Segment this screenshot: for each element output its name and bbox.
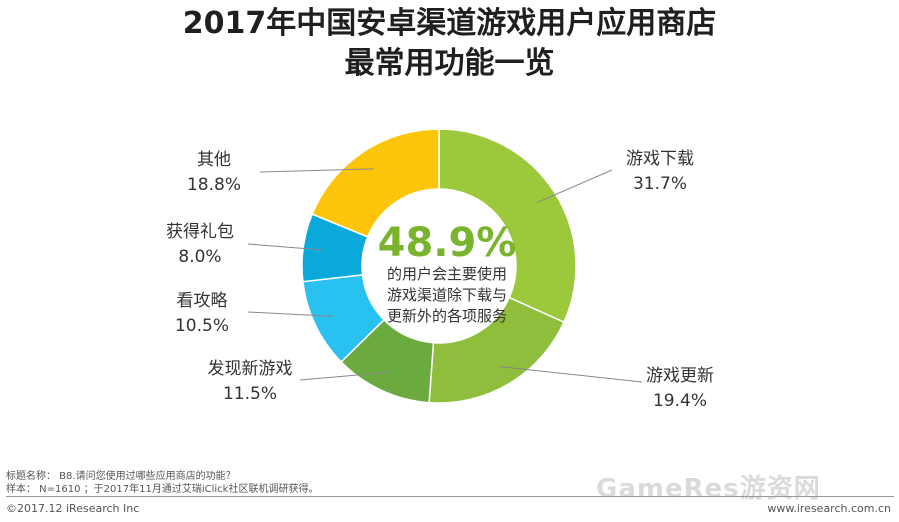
leader-line-game-download: [537, 169, 613, 203]
slice-label-game-update: 游戏更新: [646, 366, 714, 386]
page-title: 2017年中国安卓渠道游戏用户应用商店 最常用功能一览: [0, 4, 899, 84]
footnote-sample: 样本： N=1610 ；于2017年11月通过艾瑞iClick社区联机调研获得。: [6, 484, 319, 495]
site-url: www.iresearch.com.cn: [767, 502, 891, 515]
footnote-question: 标题名称： B8.请问您使用过哪些应用商店的功能？: [6, 471, 236, 482]
leader-line-other: [259, 168, 374, 173]
donut-chart: 游戏下载 31.7% 游戏更新 19.4% 发现新游戏 11.5% 看攻略 10…: [166, 128, 714, 411]
center-text-line-3: 更新外的各项服务: [387, 307, 507, 325]
footer-divider: [6, 496, 894, 497]
watermark: GameRes游资网: [596, 474, 821, 504]
slice-label-game-download: 游戏下载: [626, 149, 694, 169]
slice-value-other: 18.8%: [187, 175, 241, 195]
leader-line-guides: [247, 311, 334, 317]
slice-game-update: [428, 296, 565, 404]
title-line-2: 最常用功能一览: [344, 46, 555, 81]
slice-label-guides: 看攻略: [177, 291, 228, 311]
leader-lines: [247, 168, 643, 383]
donut-hole: [363, 190, 515, 342]
leader-line-gift-packs: [247, 243, 324, 251]
donut-slices: [301, 128, 577, 404]
center-text-line-2: 游戏渠道除下载与: [387, 286, 507, 304]
slice-game-download: [438, 128, 577, 324]
slice-value-game-download: 31.7%: [633, 174, 687, 194]
leader-line-game-update: [498, 365, 643, 383]
center-text-line-1: 的用户会主要使用: [387, 265, 507, 283]
slice-label-gift-packs: 获得礼包: [166, 222, 234, 242]
slice-label-other: 其他: [197, 150, 231, 170]
slice-value-guides: 10.5%: [175, 316, 229, 336]
copyright: ©2017.12 iResearch Inc: [6, 502, 140, 515]
leader-line-discover-games: [299, 371, 390, 381]
slice-value-game-update: 19.4%: [653, 391, 707, 411]
slice-value-gift-packs: 8.0%: [178, 247, 221, 267]
slice-value-discover-games: 11.5%: [223, 384, 277, 404]
title-line-1: 2017年中国安卓渠道游戏用户应用商店: [182, 6, 717, 41]
slice-label-discover-games: 发现新游戏: [208, 359, 293, 379]
center-percentage: 48.9%: [378, 220, 517, 266]
slice-other: [311, 128, 440, 238]
